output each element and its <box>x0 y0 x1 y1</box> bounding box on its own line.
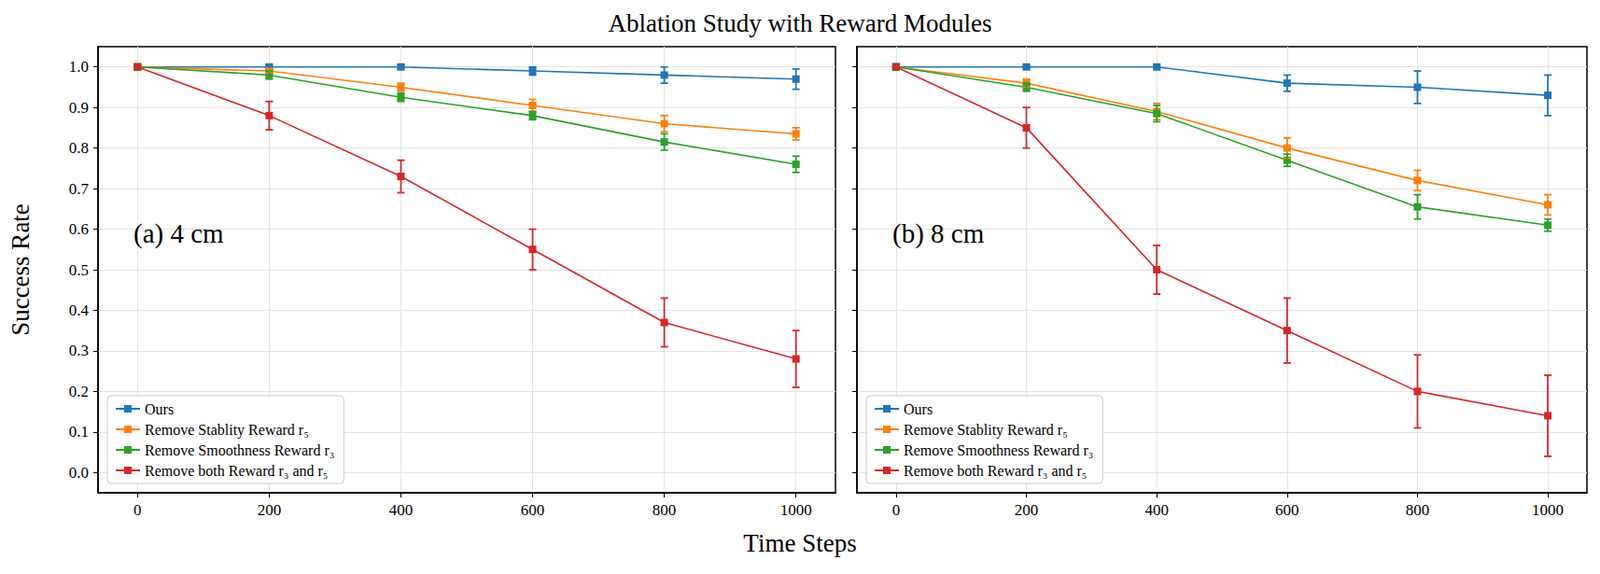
svg-text:0.0: 0.0 <box>69 463 89 482</box>
svg-text:0.5: 0.5 <box>69 261 89 280</box>
svg-text:(a) 4 cm: (a) 4 cm <box>133 218 225 250</box>
svg-text:(b) 8 cm: (b) 8 cm <box>892 218 985 250</box>
svg-text:Remove Stablity Reward r₅: Remove Stablity Reward r₅ <box>903 421 1068 439</box>
svg-text:Remove Smoothness Reward r₃: Remove Smoothness Reward r₃ <box>903 442 1094 459</box>
svg-text:400: 400 <box>1144 501 1169 520</box>
svg-text:1000: 1000 <box>1531 501 1564 520</box>
svg-text:0.3: 0.3 <box>69 341 89 360</box>
svg-text:0.7: 0.7 <box>69 180 90 198</box>
svg-text:Success Rate: Success Rate <box>6 203 35 337</box>
svg-text:0: 0 <box>133 501 142 520</box>
svg-text:1000: 1000 <box>780 501 813 520</box>
svg-text:0.2: 0.2 <box>69 382 89 401</box>
svg-text:Time Steps: Time Steps <box>743 529 857 558</box>
svg-text:Ours: Ours <box>903 401 933 418</box>
svg-text:800: 800 <box>1405 501 1431 520</box>
svg-text:Ablation Study with Reward Mod: Ablation Study with Reward Modules <box>608 9 993 38</box>
svg-text:600: 600 <box>520 501 546 520</box>
svg-text:Ours: Ours <box>144 401 174 418</box>
svg-text:400: 400 <box>389 501 414 520</box>
svg-text:800: 800 <box>652 501 677 520</box>
svg-text:0.6: 0.6 <box>69 220 89 239</box>
svg-text:Remove Smoothness Reward r₃: Remove Smoothness Reward r₃ <box>144 442 335 459</box>
svg-text:200: 200 <box>257 501 282 520</box>
svg-text:0.1: 0.1 <box>69 422 89 441</box>
svg-text:1.0: 1.0 <box>69 57 89 76</box>
svg-text:0.4: 0.4 <box>69 301 90 320</box>
svg-text:0.9: 0.9 <box>69 98 89 117</box>
svg-text:600: 600 <box>1275 501 1300 520</box>
svg-text:0: 0 <box>892 501 901 520</box>
svg-text:0.8: 0.8 <box>69 139 89 157</box>
svg-text:Remove both Reward r₃ and r₅: Remove both Reward r₃ and r₅ <box>903 463 1087 479</box>
svg-text:Remove Stablity Reward r₅: Remove Stablity Reward r₅ <box>144 421 309 439</box>
svg-text:Remove both Reward r₃ and r₅: Remove both Reward r₃ and r₅ <box>144 463 328 479</box>
svg-text:200: 200 <box>1014 501 1039 520</box>
